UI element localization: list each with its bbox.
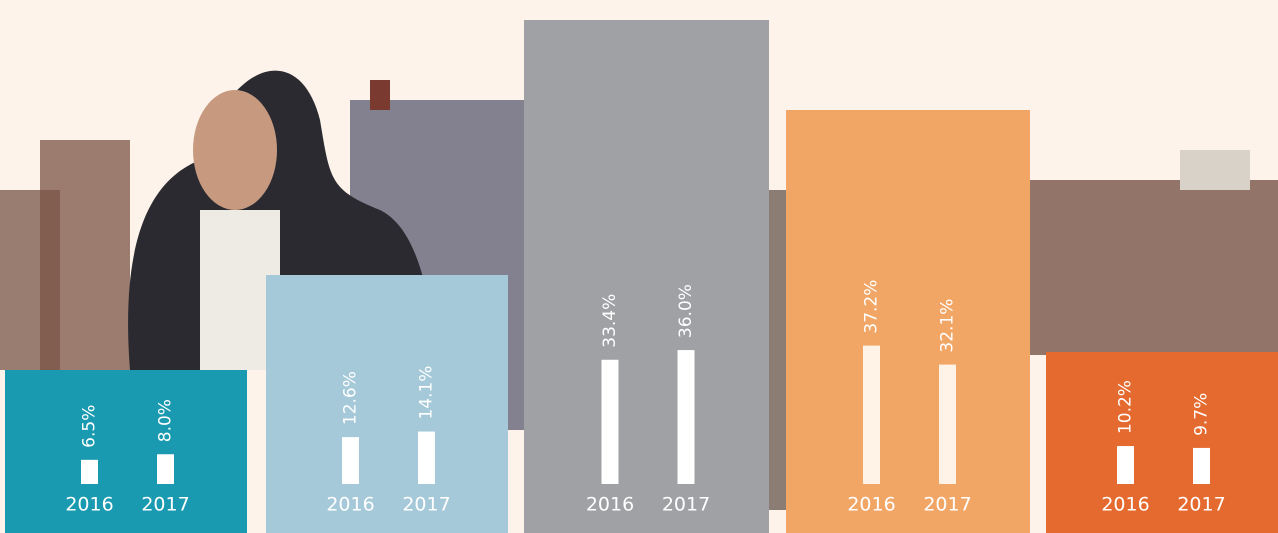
value-label: 10.2% [1116, 380, 1136, 434]
panel [786, 110, 1030, 533]
value-label: 14.1% [417, 366, 437, 420]
year-label: 2017 [662, 494, 710, 516]
year-label: 2016 [586, 494, 634, 516]
chimney [370, 80, 390, 110]
bar [677, 350, 695, 484]
panel [5, 370, 247, 533]
value-label: 12.6% [341, 371, 361, 425]
building [769, 190, 789, 510]
bar [939, 364, 956, 484]
value-label: 9.7% [1192, 393, 1212, 436]
value-label: 32.1% [938, 299, 958, 353]
value-label: 33.4% [600, 294, 620, 348]
bar [418, 431, 435, 484]
building [40, 140, 130, 370]
year-label: 2017 [923, 494, 971, 516]
value-label: 37.2% [862, 280, 882, 334]
background-scene [0, 70, 1278, 510]
bar [1117, 446, 1134, 484]
bar [601, 359, 619, 484]
year-label: 2016 [847, 494, 895, 516]
year-label: 2016 [65, 494, 113, 516]
bar [342, 437, 359, 484]
value-label: 8.0% [156, 399, 176, 442]
panel [1046, 352, 1278, 533]
year-label: 2016 [1101, 494, 1149, 516]
bar [863, 345, 880, 484]
bar [81, 459, 98, 484]
panel [524, 20, 769, 533]
bar [157, 454, 174, 484]
year-label: 2017 [1177, 494, 1225, 516]
face [193, 90, 277, 210]
year-label: 2017 [141, 494, 189, 516]
panel [266, 275, 508, 533]
year-label: 2016 [326, 494, 374, 516]
building [1030, 180, 1278, 355]
value-label: 6.5% [80, 405, 100, 448]
gable [1180, 150, 1250, 190]
value-label: 36.0% [676, 284, 696, 338]
bar [1193, 447, 1210, 484]
year-label: 2017 [402, 494, 450, 516]
